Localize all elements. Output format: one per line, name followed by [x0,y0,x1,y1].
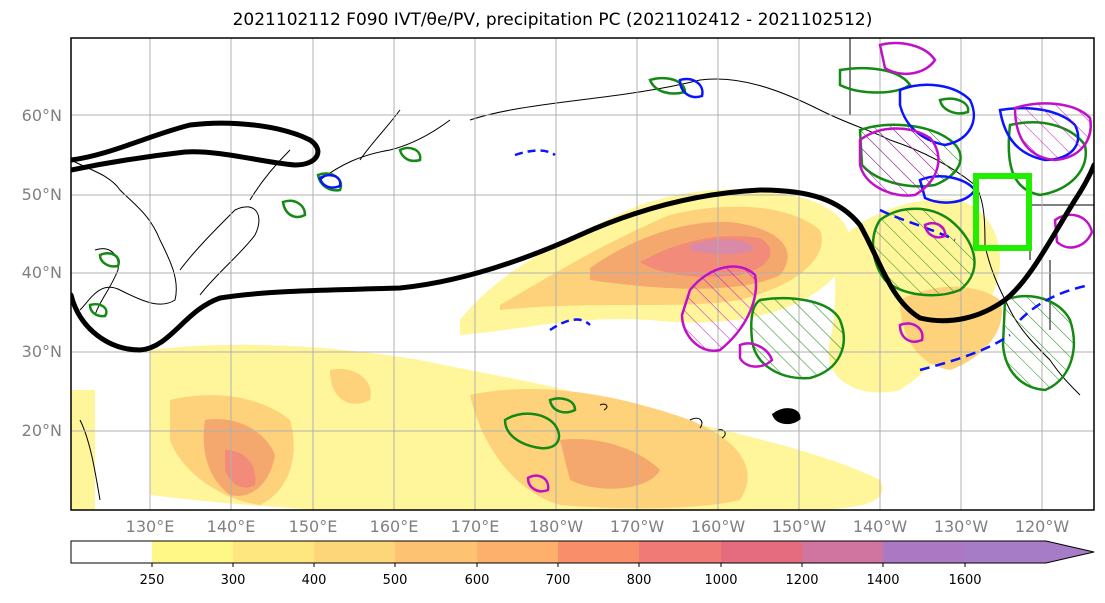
lon-label-160w: 160°W [690,517,746,536]
colorbar-tick-800: 800 [626,573,652,588]
lon-label-170w: 170°W [609,517,665,536]
colorbar-tick-300: 300 [220,573,246,588]
lat-label-60n: 60°N [21,106,62,125]
target-region-box [973,173,1032,251]
theta-e-contours [71,120,1094,425]
lon-label-150e: 150°E [288,517,338,536]
lon-label-130w: 130°W [933,517,989,536]
lon-label-130e: 130°E [125,517,175,536]
colorbar-tick-500: 500 [382,573,408,588]
colorbar-tick-1000: 1000 [704,573,738,588]
lat-label-20n: 20°N [21,421,62,440]
lon-label-180w: 180°W [528,517,584,536]
colorbar-tick-1400: 1400 [866,573,900,588]
colorbar [70,540,1095,567]
ivt-shading [71,189,1002,510]
colorbar-tick-250: 250 [139,573,165,588]
lon-label-140w: 140°W [852,517,908,536]
colorbar-tick-1600: 1600 [948,573,982,588]
colorbar-tick-700: 700 [545,573,571,588]
lon-label-160e: 160°E [369,517,419,536]
lon-label-120w: 120°W [1014,517,1070,536]
lat-label-30n: 30°N [21,342,62,361]
colorbar-tick-400: 400 [301,573,327,588]
lat-label-50n: 50°N [21,185,62,204]
lon-label-170e: 170°E [450,517,500,536]
lon-label-150w: 150°W [771,517,827,536]
lon-label-140e: 140°E [206,517,256,536]
colorbar-tick-1200: 1200 [785,573,819,588]
colorbar-tick-600: 600 [464,573,490,588]
lat-label-40n: 40°N [21,263,62,282]
pv-magenta-contours [526,41,1094,493]
map-frame [70,37,1095,511]
figure-title: 2021102112 F090 IVT/θe/PV, precipitation… [232,10,873,30]
